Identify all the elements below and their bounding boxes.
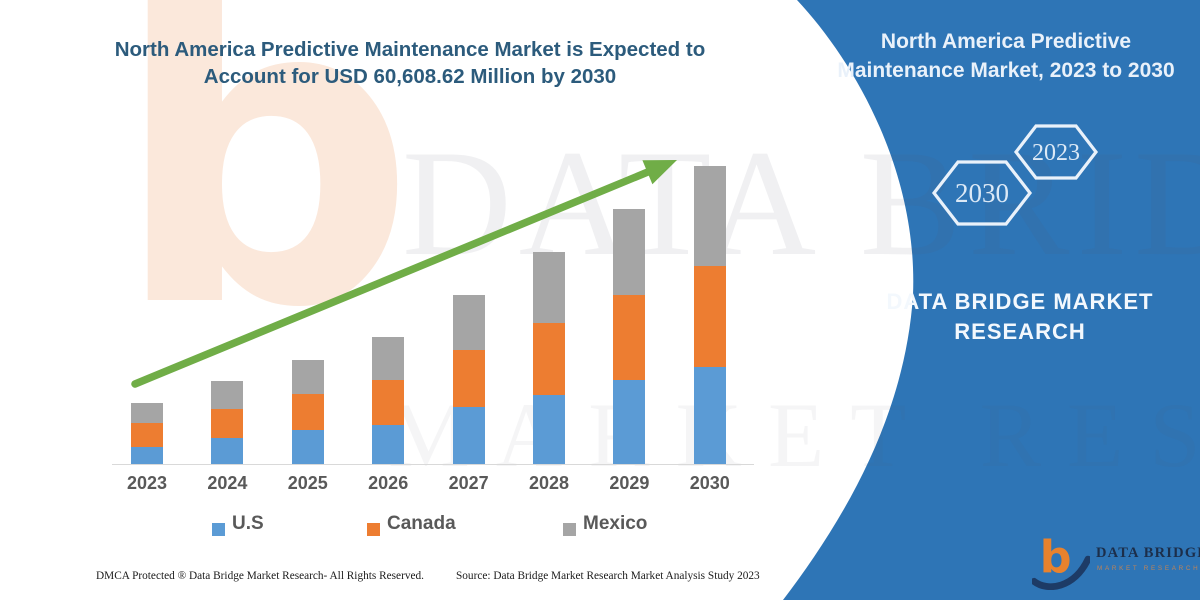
- legend-marker-mexico: [563, 523, 576, 536]
- legend-label-us: U.S: [232, 513, 264, 534]
- x-axis-label-2026: 2026: [368, 473, 409, 493]
- trend-arrow-line: [131, 167, 653, 388]
- watermark-text-market-research: MARKET RESEARCH: [388, 384, 1200, 486]
- x-axis-label-2030: 2030: [689, 473, 730, 493]
- bar-2029-us: [613, 380, 646, 464]
- hexagon-2030-icon: [931, 160, 1033, 226]
- data-bridge-b-swoosh-icon: b: [1032, 534, 1090, 590]
- side-panel-brand: DATA BRIDGE MARKET RESEARCH: [850, 287, 1190, 347]
- bar-2028-mexico: [533, 252, 565, 323]
- side-panel-title-line1: North America Predictive: [880, 30, 1132, 53]
- side-panel-brand-line1: DATA BRIDGE MARKET: [886, 289, 1154, 314]
- x-axis-label-2029: 2029: [609, 473, 650, 493]
- bar-2026-mexico: [372, 337, 405, 380]
- bar-2023-mexico: [131, 402, 163, 423]
- bar-2027-us: [452, 406, 485, 464]
- bar-2023-canada: [131, 422, 163, 447]
- footer-dmca-text: DMCA Protected ® Data Bridge Market Rese…: [96, 570, 424, 582]
- bar-2027-canada: [452, 350, 485, 407]
- hexagon-2030-label: 2030: [955, 178, 1009, 208]
- legend-label-canada: Canada: [387, 513, 456, 534]
- legend-marker-canada: [367, 523, 380, 536]
- x-axis-line: [112, 464, 754, 465]
- bar-2030-canada: [693, 266, 726, 368]
- bar-2030-mexico: [693, 166, 726, 267]
- svg-text:b: b: [1040, 534, 1072, 584]
- x-axis-label-2023: 2023: [126, 473, 168, 493]
- bar-2028-canada: [533, 322, 565, 396]
- chart-title-line1: North America Predictive Maintenance Mar…: [114, 38, 706, 61]
- chart-title: North America Predictive Maintenance Mar…: [102, 36, 718, 90]
- bar-2025-mexico: [291, 359, 324, 394]
- hexagon-2023-label: 2023: [1032, 140, 1080, 166]
- watermark-b-logo: b: [112, 0, 417, 401]
- bar-2024-canada: [211, 408, 244, 438]
- x-axis-label-2024: 2024: [207, 473, 248, 493]
- bar-2029-canada: [613, 295, 646, 381]
- footer-source-text: Source: Data Bridge Market Research Mark…: [456, 570, 760, 582]
- side-panel-brand-line2: RESEARCH: [954, 319, 1086, 344]
- bar-2029-mexico: [613, 209, 646, 296]
- trend-arrow-head-icon: [642, 160, 677, 185]
- bar-2030-us: [693, 367, 726, 464]
- logo-subbrand-text: MARKET RESEARCH: [1097, 565, 1200, 572]
- bar-2024-us: [211, 437, 244, 464]
- legend-marker-us: [212, 523, 225, 536]
- x-axis-label-2028: 2028: [528, 473, 570, 493]
- logo-brand-text: DATA BRIDGE: [1096, 545, 1200, 561]
- bar-2026-us: [372, 424, 405, 464]
- bar-2023-us: [131, 446, 163, 464]
- bar-2025-us: [291, 430, 324, 464]
- side-panel-title: North America Predictive Maintenance Mar…: [820, 27, 1192, 85]
- x-axis-label-2027: 2027: [448, 473, 489, 493]
- hexagon-2023-icon: [1013, 124, 1099, 180]
- bar-2025-canada: [291, 393, 324, 431]
- side-panel-title-line2: Maintenance Market, 2023 to 2030: [837, 59, 1175, 82]
- chart-title-line2: Account for USD 60,608.62 Million by 203…: [203, 65, 617, 88]
- legend-label-mexico: Mexico: [583, 513, 648, 534]
- bar-2024-mexico: [211, 381, 244, 409]
- bar-2026-canada: [372, 379, 405, 425]
- x-axis-label-2025: 2025: [287, 473, 328, 493]
- bar-2027-mexico: [452, 295, 485, 351]
- data-bridge-logo: b DATA BRIDGE MARKET RESEARCH: [1032, 532, 1200, 594]
- bar-2028-us: [533, 395, 565, 464]
